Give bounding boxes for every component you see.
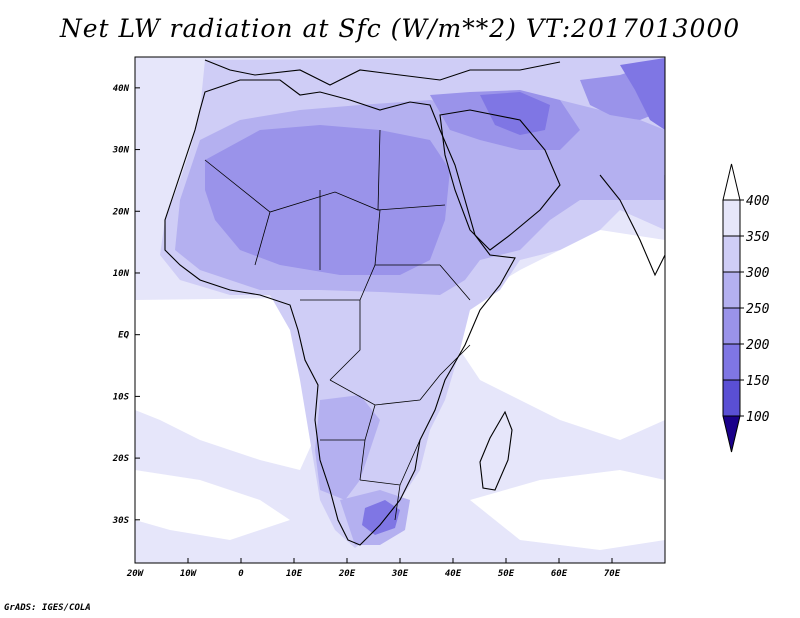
field-above-400-atlantic [135, 298, 320, 470]
y-tick-label: 30N [112, 146, 130, 156]
arabia-coastline [439, 109, 561, 251]
colorbar-segment [722, 235, 741, 273]
colorbar-label: 350 [745, 230, 770, 245]
europe-coastline [204, 59, 561, 86]
field-above-400-indian [460, 230, 665, 440]
x-axis: 20W 10W 0 10E 20E 30E 40E 50E 60E 70E [126, 558, 621, 579]
y-tick-label: EQ [118, 331, 129, 341]
y-tick-label: 40N [113, 84, 130, 94]
y-tick-label: 10S [113, 392, 130, 402]
colorbar-top-arrow [722, 163, 741, 201]
colorbar: 400 350 300 250 200 150 100 [722, 163, 770, 453]
colorbar-segment [722, 379, 741, 417]
field-band-200-arabia [480, 92, 550, 135]
field-band-200-iran [620, 58, 665, 130]
colorbar-label: 200 [746, 338, 770, 353]
x-tick-label: 50E [498, 569, 515, 579]
india-coastline [599, 174, 665, 277]
x-tick-label: 10W [180, 569, 198, 579]
x-tick-label: 60E [551, 569, 568, 579]
x-tick-label: 10E [286, 569, 303, 579]
y-axis: 40N 30N 20N 10N EQ 10S 20S 30S [112, 84, 140, 526]
africa-coastline [164, 79, 516, 546]
x-tick-label: 30E [391, 569, 409, 579]
colorbar-label: 400 [746, 194, 770, 209]
x-tick-label: 40E [445, 569, 462, 579]
field-above-400-south [135, 470, 290, 540]
field-band-200-safrica [362, 500, 400, 535]
colorbar-label: 100 [746, 410, 770, 425]
y-tick-label: 20S [112, 454, 130, 464]
x-tick-label: 20E [338, 569, 356, 579]
colorbar-segment [722, 307, 741, 345]
field-band-250-sahara [205, 125, 450, 275]
colorbar-label: 250 [746, 302, 770, 317]
x-tick-label: 70E [604, 569, 621, 579]
y-tick-label: 30S [112, 516, 130, 526]
field-above-400-south-east [470, 470, 665, 550]
grads-credit: GrADS: IGES/COLA [4, 603, 91, 613]
colorbar-bottom-arrow [722, 415, 741, 453]
field-band-300-south [315, 395, 380, 500]
colorbar-segment [722, 343, 741, 381]
map-plot-area [135, 57, 665, 563]
colorbar-segment [722, 199, 741, 237]
coastlines-borders [164, 59, 665, 546]
interior-borders [204, 129, 471, 521]
y-tick-label: 20N [112, 207, 130, 217]
x-tick-label: 0 [238, 569, 244, 579]
madagascar-outline [479, 410, 513, 491]
y-tick-label: 10N [113, 269, 130, 279]
colorbar-segment [722, 271, 741, 309]
map-title: Net LW radiation at Sfc (W/m**2) VT:2017… [59, 14, 741, 43]
colorbar-label: 150 [746, 374, 770, 389]
colorbar-label: 300 [745, 266, 770, 281]
x-tick-label: 20W [126, 569, 145, 579]
